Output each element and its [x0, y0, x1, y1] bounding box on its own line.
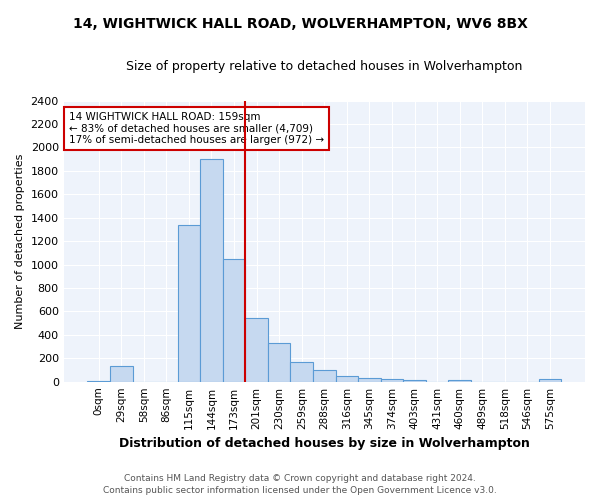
Bar: [313, 370, 335, 382]
Bar: [358, 378, 381, 382]
Bar: [381, 380, 403, 382]
Bar: [110, 366, 133, 382]
Bar: [88, 381, 110, 382]
Bar: [245, 318, 268, 382]
Bar: [403, 380, 426, 382]
Bar: [200, 159, 223, 382]
Bar: [335, 376, 358, 382]
Text: 14, WIGHTWICK HALL ROAD, WOLVERHAMPTON, WV6 8BX: 14, WIGHTWICK HALL ROAD, WOLVERHAMPTON, …: [73, 18, 527, 32]
Text: 14 WIGHTWICK HALL ROAD: 159sqm
← 83% of detached houses are smaller (4,709)
17% : 14 WIGHTWICK HALL ROAD: 159sqm ← 83% of …: [69, 112, 324, 145]
Text: Contains HM Land Registry data © Crown copyright and database right 2024.
Contai: Contains HM Land Registry data © Crown c…: [103, 474, 497, 495]
Bar: [178, 224, 200, 382]
Bar: [448, 380, 471, 382]
Bar: [268, 343, 290, 382]
Bar: [539, 380, 562, 382]
Bar: [290, 362, 313, 382]
Title: Size of property relative to detached houses in Wolverhampton: Size of property relative to detached ho…: [126, 60, 523, 73]
Bar: [223, 258, 245, 382]
X-axis label: Distribution of detached houses by size in Wolverhampton: Distribution of detached houses by size …: [119, 437, 530, 450]
Y-axis label: Number of detached properties: Number of detached properties: [15, 154, 25, 329]
